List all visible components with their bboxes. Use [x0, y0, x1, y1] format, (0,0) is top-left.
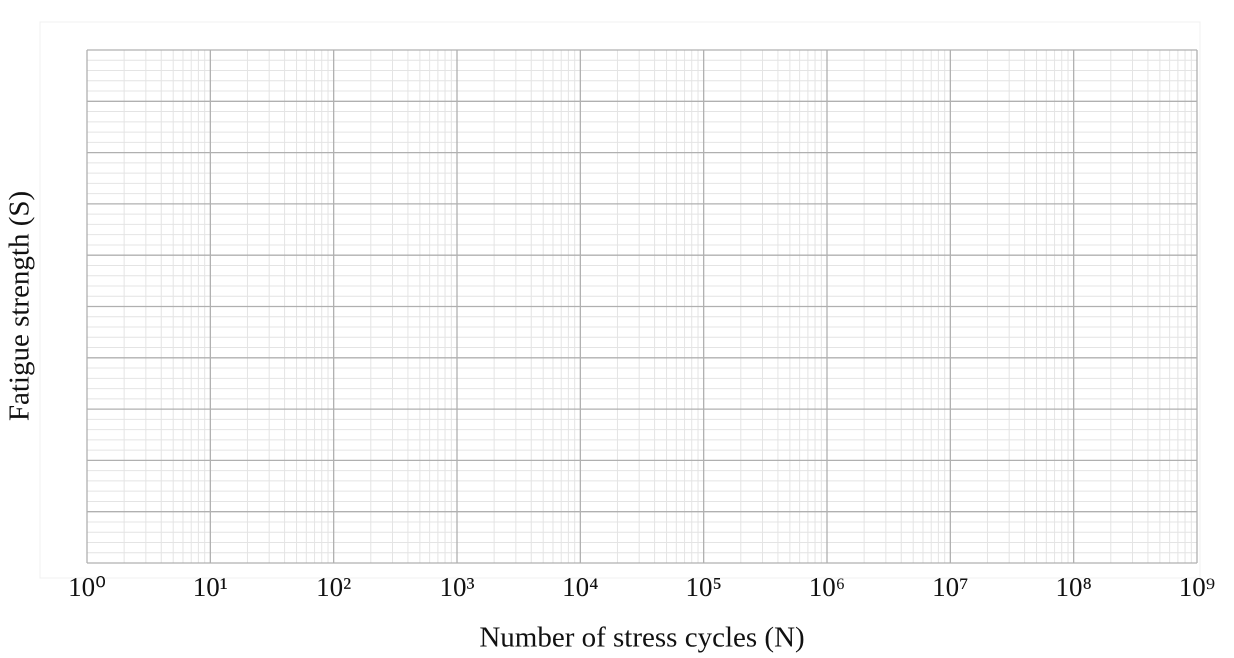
x-tick-label: 10⁴: [562, 572, 598, 602]
x-tick-label: 10⁹: [1179, 572, 1215, 602]
x-tick-label: 10⁵: [685, 572, 721, 602]
x-axis-label: Number of stress cycles (N): [479, 622, 804, 654]
y-axis-label: Fatigue strength (S): [4, 191, 36, 421]
chart-frame: [39, 21, 1201, 579]
x-tick-label: 10¹: [193, 572, 228, 602]
x-tick-label: 10⁶: [809, 572, 845, 602]
x-tick-label: 10²: [316, 572, 351, 602]
x-tick-label: 10³: [439, 572, 474, 602]
x-tick-label: 10⁸: [1055, 572, 1091, 602]
major-grid: [86, 49, 1198, 564]
x-tick-label: 10⁰: [68, 572, 106, 602]
x-tick-label: 10⁷: [932, 572, 968, 602]
